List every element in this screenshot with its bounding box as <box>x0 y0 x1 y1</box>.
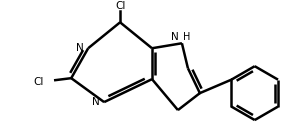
Text: N: N <box>92 97 100 107</box>
Text: N: N <box>171 32 179 42</box>
Text: Cl: Cl <box>115 1 125 11</box>
Text: N: N <box>76 43 84 53</box>
Text: H: H <box>183 32 190 42</box>
Text: Cl: Cl <box>33 77 43 87</box>
